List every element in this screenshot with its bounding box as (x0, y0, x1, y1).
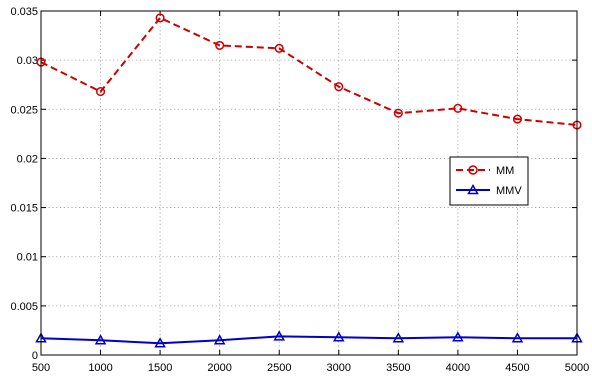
x-tick-label: 4500 (505, 362, 529, 374)
series-line-mmv (40, 335, 577, 345)
y-tick-label: 0.035 (10, 6, 38, 18)
data-point-mm (393, 108, 403, 118)
x-tick-label: 5000 (565, 362, 589, 374)
plot-frame (40, 10, 578, 356)
data-point-mmv (154, 337, 166, 348)
legend-marker-mm (468, 165, 478, 175)
x-tick-label: 1500 (148, 362, 172, 374)
x-tick-label: 500 (32, 362, 50, 374)
legend-label-mmv: MMV (496, 185, 522, 197)
data-point-mm (215, 40, 225, 50)
legend: MM MMV (449, 156, 529, 206)
x-tick-label: 1000 (88, 362, 112, 374)
x-tick-label: 3500 (386, 362, 410, 374)
y-tick-label: 0.015 (10, 203, 38, 215)
legend-marker-mmv (467, 183, 479, 195)
data-point-mm (155, 13, 165, 23)
x-tick-label: 2000 (207, 362, 231, 374)
y-tick-label: 0.005 (10, 301, 38, 313)
y-axis: 0 0.005 0.01 0.015 0.02 0.025 0.03 0.035 (10, 6, 577, 362)
data-point-mm (512, 114, 522, 124)
y-tick-label: 0.01 (17, 252, 38, 264)
legend-box (449, 156, 529, 206)
x-tick-label: 3000 (327, 362, 351, 374)
data-point-mm (274, 43, 284, 53)
series-layer (35, 13, 583, 348)
y-tick-label: 0.03 (17, 55, 38, 67)
grid-lines (41, 11, 577, 355)
data-point-mmv (273, 330, 286, 341)
data-point-mmv (94, 334, 107, 345)
data-point-mm (453, 103, 463, 113)
data-point-mmv (511, 332, 524, 343)
x-tick-label: 4000 (446, 362, 470, 374)
x-tick-label: 2500 (267, 362, 291, 374)
data-point-mm (96, 87, 106, 97)
data-point-mm (334, 82, 344, 92)
data-point-mmv (452, 331, 464, 342)
data-point-mmv (213, 334, 226, 345)
data-point-mmv (332, 331, 345, 342)
x-axis: 500 1000 1500 2000 2500 3000 3500 4000 4500 5000 (32, 11, 589, 374)
y-tick-label: 0 (32, 350, 38, 362)
series-line-mm (40, 16, 578, 127)
data-point-mmv (392, 332, 405, 343)
y-tick-label: 0.02 (17, 153, 38, 165)
y-tick-label: 0.025 (10, 104, 38, 116)
legend-label-mm: MM (496, 165, 514, 177)
